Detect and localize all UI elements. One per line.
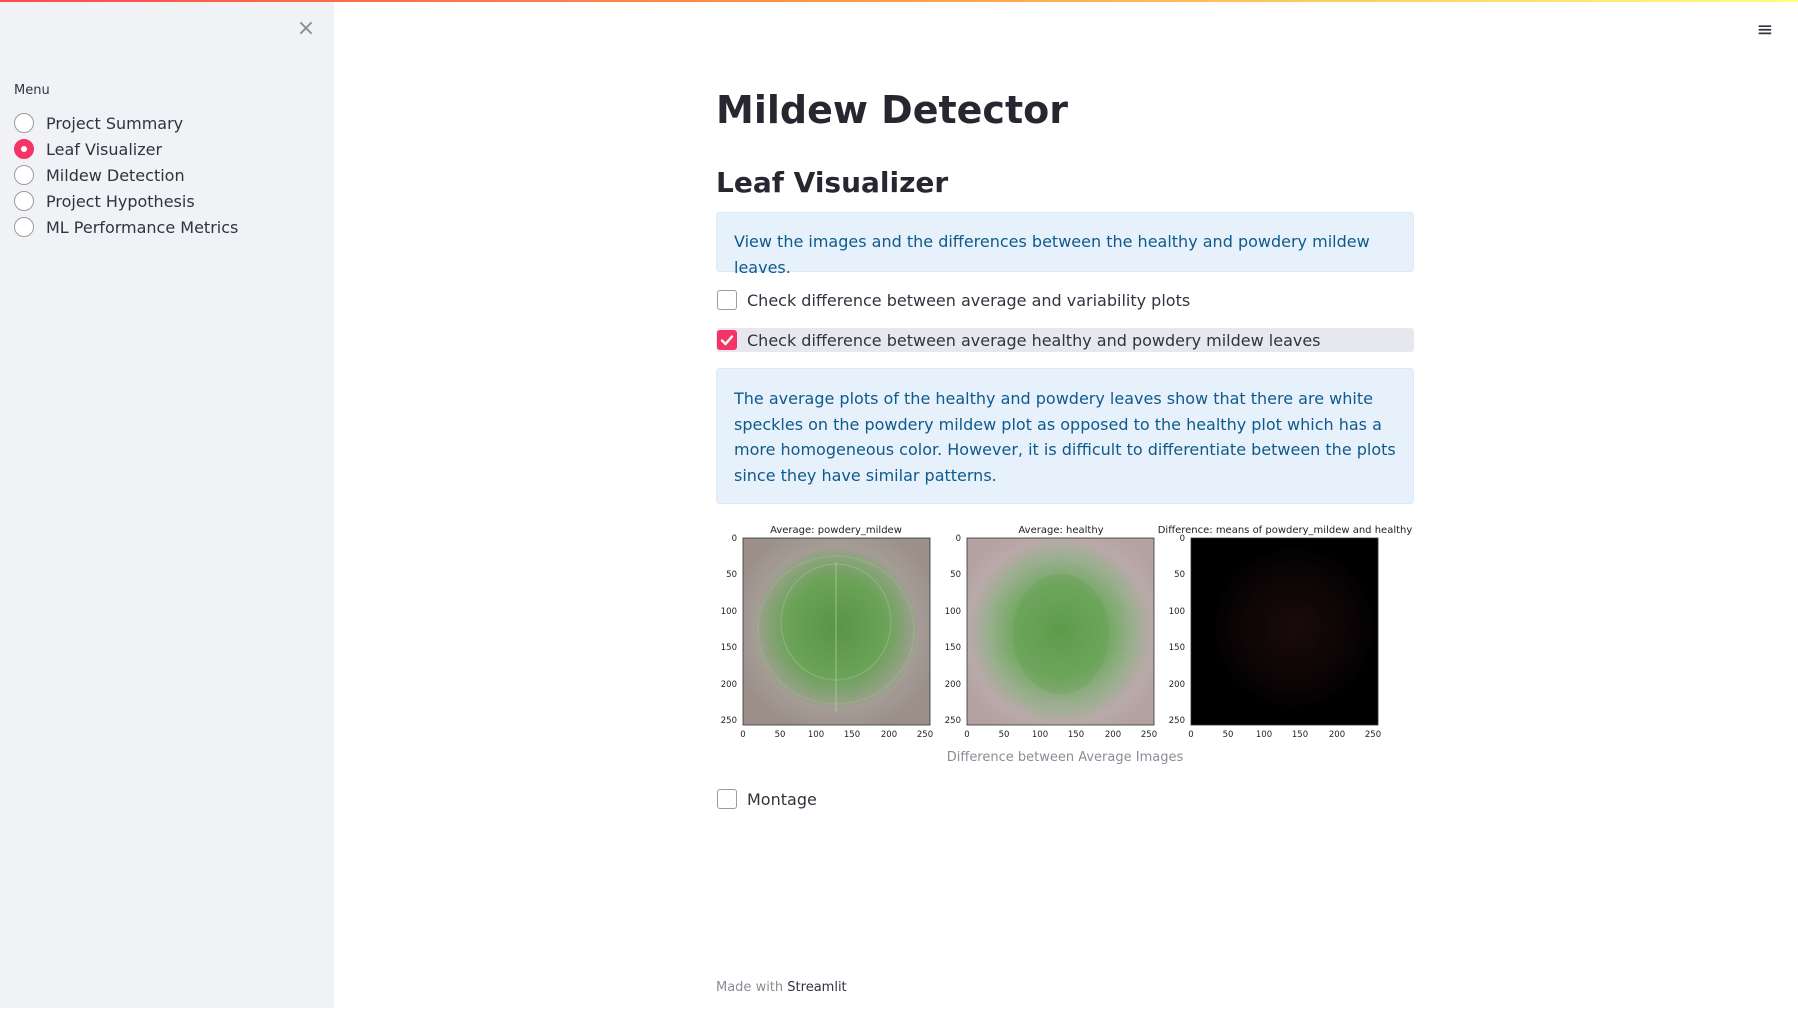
menu-item-label: Mildew Detection: [46, 165, 185, 185]
panel-title: Average: powdery_mildew: [770, 525, 902, 536]
menu-item-mildew-detection[interactable]: Mildew Detection: [14, 162, 238, 188]
checkbox-average-healthy-vs-mildew[interactable]: Check difference between average healthy…: [716, 328, 1414, 352]
x-tick: 100: [1256, 730, 1272, 740]
y-tick: 50: [726, 570, 737, 580]
x-tick: 250: [1365, 730, 1381, 740]
leaf-outline: [757, 555, 915, 705]
x-tick: 50: [775, 730, 786, 740]
y-tick: 200: [1169, 680, 1185, 690]
checkbox-label: Check difference between average healthy…: [747, 330, 1321, 350]
y-tick: 150: [1169, 643, 1185, 653]
menu-item-label: Project Hypothesis: [46, 191, 195, 211]
x-tick: 50: [999, 730, 1010, 740]
leaf-center: [1013, 574, 1109, 694]
y-tick: 150: [721, 643, 737, 653]
y-tick: 200: [721, 680, 737, 690]
x-tick: 150: [1292, 730, 1308, 740]
figure-panel-difference: Difference: means of powdery_mildew and …: [1158, 525, 1413, 726]
menu-item-ml-performance-metrics[interactable]: ML Performance Metrics: [14, 214, 238, 240]
y-tick: 0: [1180, 534, 1185, 544]
checkbox-unchecked-icon: [717, 290, 737, 310]
checkbox-label: Check difference between average and var…: [747, 290, 1191, 310]
y-tick: 50: [1174, 570, 1185, 580]
leaf-outline: [990, 548, 1132, 714]
axis-ticks-panel-2: 0 50 100 150 200 250 0 50 100 150 200 25…: [945, 534, 1157, 740]
x-tick: 200: [881, 730, 897, 740]
x-tick: 150: [844, 730, 860, 740]
y-tick: 200: [945, 680, 961, 690]
x-tick: 150: [1068, 730, 1084, 740]
radio-button-icon: [14, 217, 34, 237]
figure-panel-powdery-mildew: Average: powdery_mildew: [742, 525, 931, 726]
menu-item-label: ML Performance Metrics: [46, 217, 239, 237]
y-tick: 150: [945, 643, 961, 653]
checkbox-label: Montage: [747, 789, 817, 809]
checkbox-montage[interactable]: Montage: [716, 786, 1414, 812]
streamlit-link[interactable]: Streamlit: [787, 980, 847, 995]
menu-item-label: Leaf Visualizer: [46, 139, 163, 159]
y-tick: 250: [721, 716, 737, 726]
x-tick: 250: [1141, 730, 1157, 740]
x-tick: 200: [1329, 730, 1345, 740]
axis-ticks-panel-3: 0 50 100 150 200 250 0 50 100 150 200 25…: [1169, 534, 1381, 740]
figure-panel-healthy: Average: healthy: [966, 525, 1155, 726]
axis-ticks-panel-1: 0 50 100 150 200 250 0 50 100 150 200 25…: [721, 534, 933, 740]
checkmark-icon: [720, 335, 734, 346]
sidebar: × Menu Project Summary Leaf Visualizer M…: [0, 0, 334, 1008]
radio-button-icon: [14, 165, 34, 185]
radio-button-icon: [14, 191, 34, 211]
section-heading: Leaf Visualizer: [716, 166, 949, 199]
x-tick: 0: [964, 730, 969, 740]
x-tick: 200: [1105, 730, 1121, 740]
x-tick: 50: [1223, 730, 1234, 740]
x-tick: 100: [1032, 730, 1048, 740]
hamburger-menu-icon: ≡: [1756, 17, 1774, 41]
figure-caption: Difference between Average Images: [946, 750, 1184, 765]
explanation-info-box: The average plots of the healthy and pow…: [716, 368, 1414, 504]
x-tick: 100: [808, 730, 824, 740]
close-sidebar-button[interactable]: ×: [292, 14, 320, 42]
intro-info-box: View the images and the differences betw…: [716, 212, 1414, 277]
close-icon: ×: [296, 15, 316, 41]
x-tick: 0: [1188, 730, 1193, 740]
y-tick: 250: [945, 716, 961, 726]
radio-button-selected-icon: [14, 139, 34, 159]
checkbox-average-variability[interactable]: Check difference between average and var…: [716, 287, 1414, 313]
menu-item-project-hypothesis[interactable]: Project Hypothesis: [14, 188, 238, 214]
y-tick: 0: [732, 534, 737, 544]
y-tick: 50: [950, 570, 961, 580]
average-healthy-image: [966, 537, 1155, 726]
checkbox-unchecked-icon: [717, 789, 737, 809]
y-tick: 100: [945, 607, 961, 617]
menu-label: Menu: [14, 83, 50, 98]
average-powdery-mildew-image: [742, 537, 931, 726]
x-tick: 250: [917, 730, 933, 740]
footer-prefix: Made with: [716, 980, 784, 995]
average-images-figure: Average: powdery_mildew Average: healthy…: [721, 525, 1413, 740]
checkbox-checked-icon: [717, 330, 737, 350]
y-tick: 250: [1169, 716, 1185, 726]
y-tick: 100: [1169, 607, 1185, 617]
top-decoration-bar: [0, 0, 1798, 2]
footer: Made with Streamlit: [716, 980, 847, 995]
x-tick: 0: [740, 730, 745, 740]
difference-image: [1190, 537, 1379, 726]
radio-button-icon: [14, 113, 34, 133]
panel-title: Difference: means of powdery_mildew and …: [1158, 525, 1413, 536]
page-title: Mildew Detector: [716, 88, 1068, 132]
panel-title: Average: healthy: [1018, 525, 1103, 536]
y-tick: 0: [956, 534, 961, 544]
menu-radio-group: Project Summary Leaf Visualizer Mildew D…: [14, 110, 238, 240]
menu-item-project-summary[interactable]: Project Summary: [14, 110, 238, 136]
y-tick: 100: [721, 607, 737, 617]
menu-item-leaf-visualizer[interactable]: Leaf Visualizer: [14, 136, 238, 162]
main-menu-button[interactable]: ≡: [1752, 17, 1778, 41]
menu-item-label: Project Summary: [46, 113, 184, 133]
leaf-vein: [780, 563, 892, 681]
